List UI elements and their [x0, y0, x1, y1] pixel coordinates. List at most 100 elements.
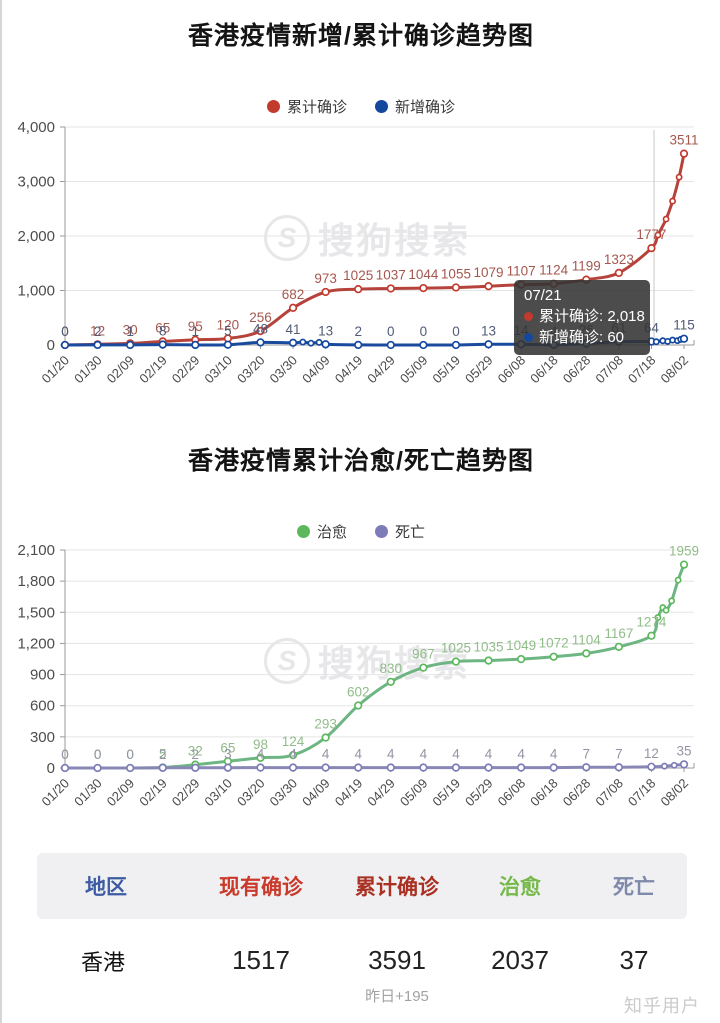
- series-死亡[interactable]: [60, 760, 689, 773]
- svg-text:1124: 1124: [539, 263, 569, 278]
- svg-text:04/19: 04/19: [332, 353, 366, 387]
- svg-text:1037: 1037: [376, 267, 406, 282]
- svg-text:4: 4: [354, 747, 362, 762]
- svg-text:4: 4: [387, 747, 395, 762]
- table-header-现有确诊: 现有确诊: [219, 876, 303, 899]
- legend-label: 新增确诊: [395, 99, 456, 116]
- svg-text:1: 1: [126, 324, 134, 339]
- svg-text:04/09: 04/09: [299, 353, 333, 387]
- svg-text:04/09: 04/09: [299, 776, 333, 810]
- tooltip-series-dot-icon: [524, 312, 533, 321]
- svg-text:0: 0: [61, 324, 69, 339]
- svg-text:2,100: 2,100: [17, 543, 55, 559]
- svg-text:1035: 1035: [474, 640, 504, 655]
- svg-text:65: 65: [155, 320, 170, 335]
- svg-text:03/20: 03/20: [234, 353, 268, 387]
- zhihu-user-watermark: 知乎用户: [624, 996, 700, 1016]
- svg-text:06/18: 06/18: [527, 776, 561, 810]
- svg-text:05/09: 05/09: [397, 776, 431, 810]
- svg-text:4: 4: [289, 747, 297, 762]
- svg-text:06/28: 06/28: [560, 353, 594, 387]
- svg-text:04/29: 04/29: [364, 776, 398, 810]
- svg-text:7: 7: [583, 746, 591, 761]
- table-cell-cumulative: 3591 昨日+195: [335, 927, 459, 1006]
- svg-text:1049: 1049: [506, 638, 536, 653]
- tooltip-series-value: 累计确诊: 2,018: [539, 308, 645, 325]
- stats-table-row[interactable]: 香港 1517 3591 昨日+195 2037 37: [37, 927, 687, 1006]
- svg-text:01/30: 01/30: [71, 776, 105, 810]
- tooltip-row: 累计确诊: 2,018: [524, 306, 645, 327]
- svg-text:35: 35: [676, 743, 691, 758]
- chart2-canvas[interactable]: 03006009001,2001,5001,8002,10001/2001/30…: [2, 543, 720, 833]
- series-治愈[interactable]: [60, 560, 689, 773]
- svg-text:07/08: 07/08: [592, 776, 626, 810]
- svg-text:0: 0: [94, 747, 102, 762]
- svg-text:04/19: 04/19: [332, 776, 366, 810]
- svg-text:2: 2: [159, 747, 167, 762]
- chart1-tooltip: 07/21 累计确诊: 2,018 新增确诊: 60: [514, 280, 650, 355]
- legend-item-治愈[interactable]: 治愈: [296, 521, 347, 542]
- svg-text:4: 4: [452, 747, 460, 762]
- svg-text:07/18: 07/18: [625, 776, 659, 810]
- svg-text:01/20: 01/20: [39, 353, 73, 387]
- yesterday-delta-label: 昨日+195: [365, 988, 429, 1005]
- svg-text:98: 98: [253, 737, 268, 752]
- svg-text:2: 2: [354, 324, 362, 339]
- legend-item-累计确诊[interactable]: 累计确诊: [266, 96, 347, 117]
- svg-text:05/19: 05/19: [429, 776, 463, 810]
- svg-text:967: 967: [412, 647, 435, 662]
- svg-text:03/20: 03/20: [234, 776, 268, 810]
- table-header-死亡: 死亡: [613, 876, 655, 899]
- svg-text:293: 293: [314, 717, 337, 732]
- legend-item-死亡[interactable]: 死亡: [375, 521, 425, 542]
- svg-text:5: 5: [224, 324, 232, 339]
- svg-text:02/19: 02/19: [136, 353, 170, 387]
- svg-text:30: 30: [123, 322, 138, 337]
- svg-text:07/18: 07/18: [625, 353, 659, 387]
- svg-text:08/02: 08/02: [658, 776, 692, 810]
- svg-text:4: 4: [322, 747, 330, 762]
- svg-text:4: 4: [485, 747, 493, 762]
- svg-text:3,000: 3,000: [17, 174, 55, 191]
- svg-text:1199: 1199: [572, 259, 601, 274]
- svg-text:01/30: 01/30: [71, 353, 105, 387]
- svg-text:2: 2: [94, 324, 102, 339]
- table-cell-death: 37: [581, 927, 687, 1006]
- legend-dot-icon: [266, 100, 280, 113]
- svg-text:830: 830: [380, 661, 403, 676]
- svg-text:120: 120: [217, 317, 240, 332]
- svg-text:4: 4: [257, 747, 265, 762]
- svg-text:95: 95: [188, 319, 203, 334]
- table-value-current: 1517: [232, 945, 290, 975]
- series-新增确诊[interactable]: [60, 334, 689, 350]
- svg-text:06/28: 06/28: [560, 776, 594, 810]
- axis-grid: 0 1,000 2,000 3,000 4,000: [17, 120, 695, 354]
- svg-text:1072: 1072: [539, 636, 569, 651]
- svg-text:05/29: 05/29: [462, 776, 496, 810]
- svg-text:973: 973: [314, 271, 337, 286]
- svg-text:2,000: 2,000: [17, 228, 55, 245]
- legend-dot-icon: [375, 525, 388, 538]
- legend-item-新增确诊[interactable]: 新增确诊: [375, 96, 455, 117]
- svg-text:06/18: 06/18: [527, 353, 561, 387]
- svg-text:0: 0: [61, 324, 69, 339]
- svg-text:05/19: 05/19: [429, 353, 463, 387]
- svg-text:900: 900: [30, 667, 55, 684]
- svg-text:07/08: 07/08: [592, 353, 626, 387]
- svg-text:1,800: 1,800: [17, 573, 55, 590]
- chart1-canvas[interactable]: 0 1,000 2,000 3,000 4,000 01/2001/3002/0902/1…: [2, 120, 720, 410]
- svg-text:02/29: 02/29: [169, 776, 203, 810]
- legend-dot-icon: [296, 525, 310, 538]
- chart2-legend: 治愈 死亡: [2, 521, 720, 542]
- svg-text:1055: 1055: [441, 267, 471, 282]
- svg-text:03/30: 03/30: [267, 353, 301, 387]
- table-cell-cured: 2037: [459, 927, 581, 1006]
- svg-text:0: 0: [94, 747, 102, 762]
- tooltip-series-dot-icon: [524, 333, 533, 342]
- svg-text:8: 8: [159, 324, 167, 339]
- svg-text:13: 13: [318, 323, 333, 338]
- series-累计确诊[interactable]: [60, 149, 689, 350]
